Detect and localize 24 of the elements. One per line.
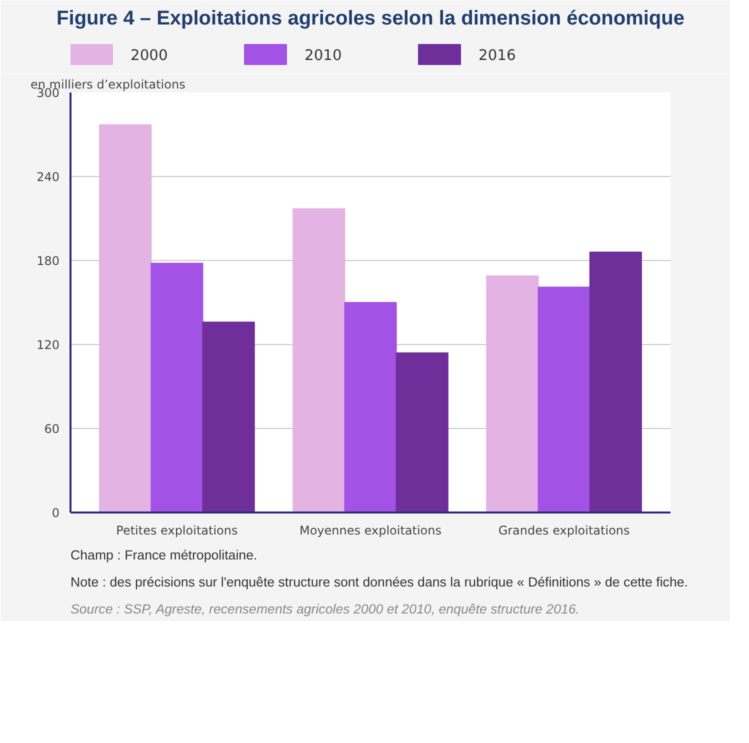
source-note: Source : SSP, Agreste, recensements agricoles 2000 et 2010, enquête structure 2016. xyxy=(70,602,580,616)
bar xyxy=(344,302,397,512)
x-tick-label: Moyennes exploitations xyxy=(299,524,442,538)
legend-label: 2016 xyxy=(478,47,516,64)
y-tick-label: 240 xyxy=(36,170,60,184)
bar xyxy=(99,124,152,512)
text: Note : des précisions sur l'enquête structure sont données dans la rubrique « Définitions » de cette fiche. xyxy=(70,574,688,590)
bar xyxy=(292,208,346,512)
y-tick-label: 60 xyxy=(44,422,60,436)
chart-title: Figure 4 – Exploitations agricoles selon la dimension économique xyxy=(56,8,684,30)
bar xyxy=(486,275,539,512)
text: Champ : France métropolitaine. xyxy=(70,548,258,562)
bar xyxy=(589,252,642,512)
y-tick-label: 180 xyxy=(36,254,60,268)
bar xyxy=(396,352,448,512)
y-tick-label: 0 xyxy=(52,506,60,520)
y-tick-label: 120 xyxy=(36,338,60,352)
bar xyxy=(538,286,590,512)
legend-label: 2010 xyxy=(304,47,342,64)
bar xyxy=(150,262,204,512)
x-tick-label: Petites exploitations xyxy=(116,524,238,538)
x-tick-label: Grandes exploitations xyxy=(498,524,630,538)
legend-label: 2000 xyxy=(130,47,168,64)
bar xyxy=(202,322,255,512)
